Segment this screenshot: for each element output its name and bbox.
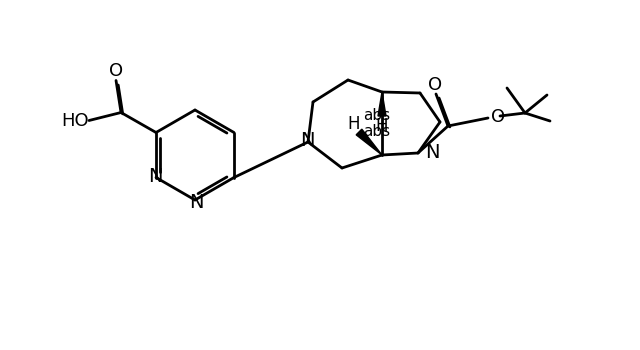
Text: abs: abs xyxy=(364,108,390,123)
Text: N: N xyxy=(300,132,314,150)
Polygon shape xyxy=(378,92,386,116)
Text: N: N xyxy=(425,142,440,161)
Text: abs: abs xyxy=(364,124,390,139)
Text: H: H xyxy=(376,117,388,135)
Text: O: O xyxy=(109,63,123,80)
Polygon shape xyxy=(356,129,382,155)
Text: O: O xyxy=(491,108,505,126)
Text: N: N xyxy=(189,193,204,211)
Text: HO: HO xyxy=(61,112,89,130)
Text: O: O xyxy=(428,76,442,94)
Text: H: H xyxy=(348,115,360,133)
Text: N: N xyxy=(148,167,163,186)
